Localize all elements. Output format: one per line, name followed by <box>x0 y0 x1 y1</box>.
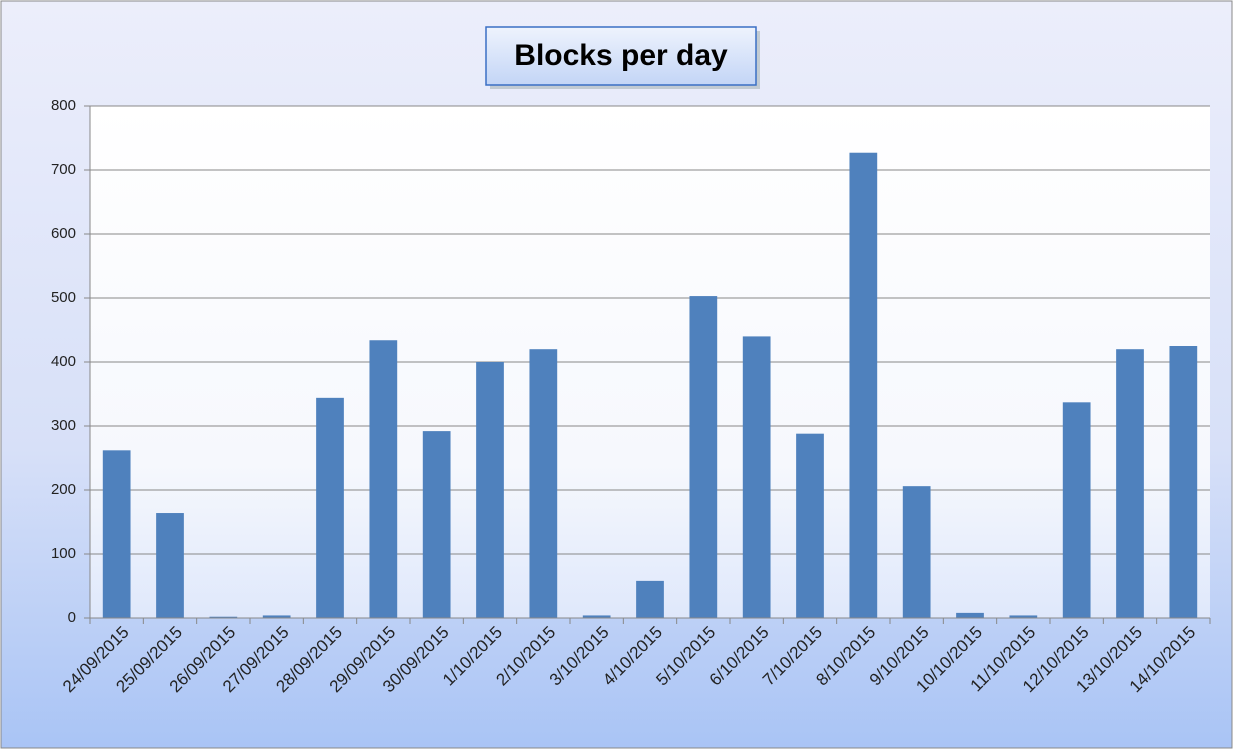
bar <box>476 362 504 618</box>
bar <box>902 486 931 618</box>
chart-title: Blocks per day <box>514 39 728 72</box>
bar <box>422 431 451 618</box>
y-tick-label: 800 <box>51 97 76 114</box>
bar <box>209 616 238 618</box>
bar <box>636 580 664 618</box>
y-tick-label: 700 <box>51 161 76 178</box>
y-tick-label: 500 <box>51 289 76 306</box>
bar <box>582 615 611 618</box>
bar <box>1009 615 1038 618</box>
bar <box>956 612 984 618</box>
title-box <box>485 26 757 86</box>
bar <box>1062 402 1091 618</box>
bar <box>102 450 131 618</box>
y-tick-label: 300 <box>51 417 76 434</box>
bar <box>529 349 558 618</box>
bar <box>1116 349 1144 618</box>
bar <box>689 296 718 618</box>
bar <box>156 513 184 618</box>
y-tick-label: 200 <box>51 481 76 498</box>
y-tick-label: 600 <box>51 225 76 242</box>
bar <box>369 340 398 618</box>
bar <box>849 152 878 618</box>
bar <box>316 397 344 618</box>
bar <box>742 336 771 618</box>
bar <box>796 433 824 618</box>
y-tick-label: 0 <box>68 609 76 626</box>
y-tick-label: 100 <box>51 545 76 562</box>
bar <box>262 615 291 618</box>
y-tick-label: 400 <box>51 353 76 370</box>
bar <box>1169 346 1198 618</box>
